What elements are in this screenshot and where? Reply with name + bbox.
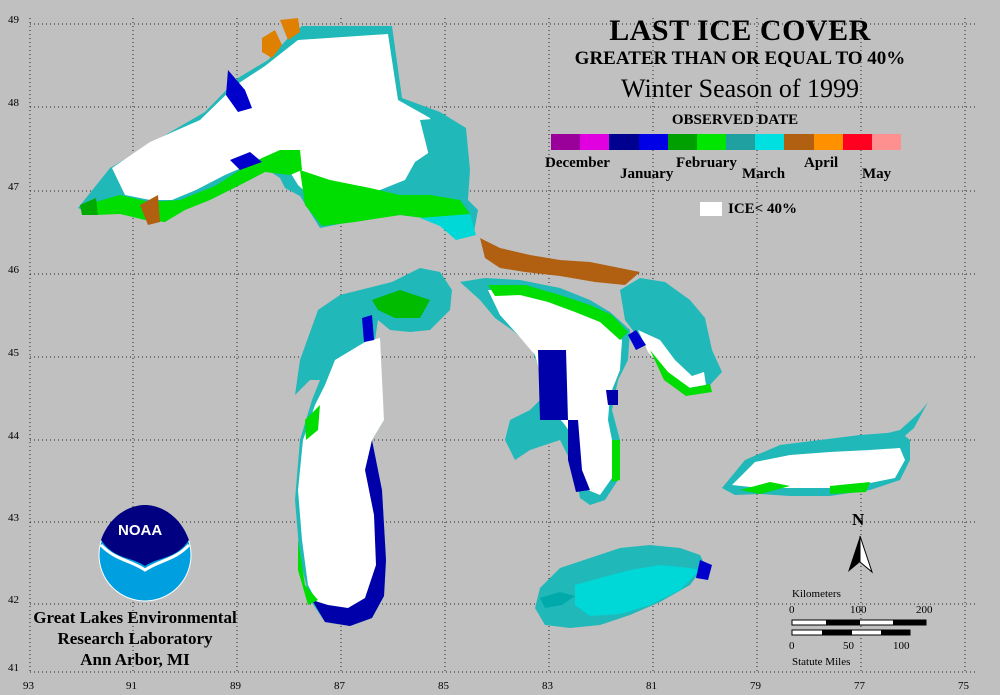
lake-ontario (722, 402, 928, 496)
lon-label-91: 91 (126, 680, 137, 692)
legend-swatch (871, 134, 902, 150)
scale-mi-label: Statute Miles (792, 656, 851, 668)
legend-swatch (609, 134, 639, 150)
lat-label-41: 41 (8, 662, 19, 674)
lon-label-75: 75 (958, 680, 969, 692)
legend-swatch (696, 134, 727, 150)
legend-swatch (784, 134, 814, 150)
legend-swatch (842, 134, 872, 150)
north-label: N (852, 510, 865, 529)
lake-huron (460, 278, 722, 505)
map-subtitle: GREATER THAN OR EQUAL TO 40% (574, 48, 906, 69)
lat-label-42: 42 (8, 594, 19, 606)
noaa-logo-text: NOAA (118, 522, 163, 539)
legend-swatch (755, 134, 785, 150)
scale-km-tick: 100 (850, 604, 867, 616)
north-channel (480, 238, 640, 285)
north-arrow (848, 535, 874, 574)
noaa-logo (98, 505, 192, 602)
lat-label-49: 49 (8, 14, 19, 26)
scale-mi-tick: 100 (893, 640, 910, 652)
legend-swatch (667, 134, 697, 150)
lon-label-87: 87 (334, 680, 345, 692)
lat-label-46: 46 (8, 264, 19, 276)
lon-label-83: 83 (542, 680, 553, 692)
lat-label-45: 45 (8, 347, 19, 359)
ice-legend-label: ICE< 40% (728, 201, 797, 217)
lat-label-43: 43 (8, 512, 19, 524)
scale-bar (791, 619, 927, 636)
lon-label-79: 79 (750, 680, 761, 692)
map-title: LAST ICE COVER (609, 14, 871, 47)
lon-label-85: 85 (438, 680, 449, 692)
lab-line-1: Great Lakes Environmental (33, 608, 237, 627)
legend-month-april: April (804, 155, 839, 171)
scale-mi-tick: 0 (789, 640, 795, 652)
legend-color-bar (551, 134, 902, 150)
lon-label-93: 93 (23, 680, 34, 692)
lake-superior (78, 18, 478, 240)
lon-label-81: 81 (646, 680, 657, 692)
lat-label-48: 48 (8, 97, 19, 109)
season-label: Winter Season of 1999 (621, 74, 859, 103)
lab-line-3: Ann Arbor, MI (80, 650, 190, 669)
legend-month-may: May (862, 166, 892, 182)
lat-label-44: 44 (8, 430, 19, 442)
legend-month-january: January (620, 166, 674, 182)
lake-erie (535, 545, 712, 628)
lon-label-77: 77 (854, 680, 865, 692)
lat-label-47: 47 (8, 181, 19, 193)
ice-swatch (700, 202, 722, 216)
legend-month-february: February (676, 155, 737, 171)
legend-month-december: December (545, 155, 610, 171)
legend-swatch (638, 134, 668, 150)
scale-mi-tick: 50 (843, 640, 854, 652)
lon-label-89: 89 (230, 680, 241, 692)
legend-month-march: March (742, 166, 786, 182)
legend-heading: OBSERVED DATE (671, 112, 799, 128)
lab-line-2: Research Laboratory (57, 629, 213, 648)
scale-km-tick: 0 (789, 604, 795, 616)
legend-swatch (551, 134, 581, 150)
legend-swatch (580, 134, 610, 150)
scale-km-tick: 200 (916, 604, 933, 616)
scale-km-label: Kilometers (792, 588, 841, 600)
legend-swatch (726, 134, 756, 150)
legend-swatch (813, 134, 843, 150)
lake-michigan (295, 268, 452, 626)
